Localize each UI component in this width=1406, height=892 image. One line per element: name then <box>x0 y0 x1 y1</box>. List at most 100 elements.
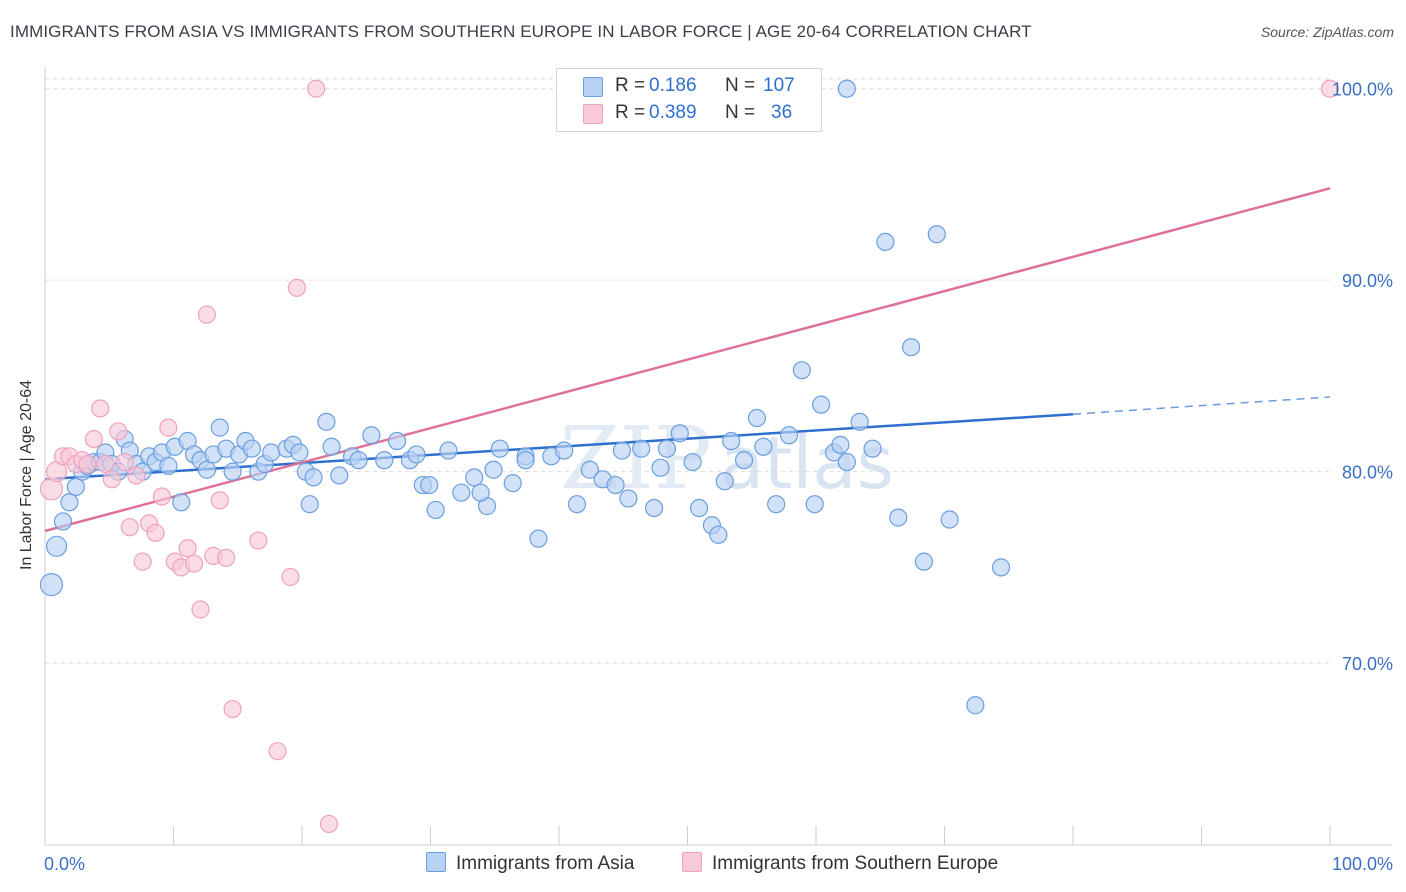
asia-point <box>290 443 309 462</box>
southern-europe-point <box>287 278 306 297</box>
asia-point <box>484 460 503 479</box>
asia-point <box>619 489 638 508</box>
asia-point <box>689 498 709 518</box>
asia-point <box>567 495 587 514</box>
southern-europe-point <box>217 548 236 567</box>
asia-point <box>657 439 677 458</box>
source-credit: Source: ZipAtlas.com <box>1260 24 1394 40</box>
asia-point <box>670 424 689 443</box>
legend-row-southern-europe: R = 0.389 N = 36 <box>583 102 813 126</box>
asia-point <box>53 512 73 531</box>
asia-point <box>471 483 490 502</box>
asia-legend-label: Immigrants from Asia <box>456 853 635 874</box>
southern-europe-point <box>78 454 97 474</box>
asia-point <box>754 437 773 456</box>
asia-point <box>632 439 651 458</box>
legend-n-label: N = <box>725 102 756 123</box>
asia-point <box>262 443 281 462</box>
asia-point <box>991 558 1011 577</box>
southern-europe-point <box>109 422 128 441</box>
asia-point <box>300 495 319 514</box>
bottom-legend-asia: Immigrants from Asia <box>426 852 634 875</box>
southern-europe-swatch <box>583 104 603 124</box>
asia-point <box>330 466 349 485</box>
asia-point <box>715 472 734 491</box>
asia-point <box>242 439 261 458</box>
southern-europe-point <box>146 523 165 543</box>
asia-point <box>529 529 548 548</box>
legend-n-value: 36 <box>771 102 793 123</box>
asia-point <box>709 525 728 544</box>
southern-europe-point <box>268 742 287 761</box>
asia-point <box>651 458 670 477</box>
southern-europe-point <box>223 699 242 719</box>
asia-point <box>940 510 959 529</box>
axes <box>44 67 1392 846</box>
asia-point <box>850 412 869 431</box>
asia-trend-extension <box>1072 396 1331 415</box>
asia-point <box>426 500 445 520</box>
asia-point <box>831 435 850 454</box>
southern-europe-point <box>319 814 339 834</box>
southern-europe-point <box>102 470 121 489</box>
asia-point <box>304 468 323 487</box>
asia-point <box>322 437 341 456</box>
asia-point <box>439 441 458 460</box>
asia-point <box>197 460 217 479</box>
southern-europe-point <box>281 567 300 587</box>
asia-point <box>876 232 895 251</box>
southern-europe-point <box>307 79 326 98</box>
legend-row-asia: R = 0.186 N = 107 <box>583 75 813 99</box>
asia-point <box>837 79 856 98</box>
asia-point <box>172 493 191 512</box>
y-tick-label: 90.0% <box>1342 271 1393 291</box>
asia-point <box>779 426 799 445</box>
asia-point <box>452 483 471 502</box>
southern-europe-point <box>96 454 115 474</box>
southern-europe-point <box>127 466 146 485</box>
stats-legend: R = 0.186 N = 107 R = 0.389 N = 36 <box>556 68 822 132</box>
asia-point <box>362 426 381 445</box>
asia-point <box>889 508 908 527</box>
asia-point <box>555 441 574 460</box>
bottom-legend-southern-europe: Immigrants from Southern Europe <box>682 852 998 875</box>
asia-point <box>901 338 921 357</box>
asia-point <box>767 495 786 514</box>
southern-europe-point <box>84 429 103 449</box>
asia-point <box>863 439 882 458</box>
southern-europe-point <box>152 487 172 506</box>
asia-point <box>837 452 856 472</box>
asia-swatch <box>583 77 603 97</box>
southern-europe-point <box>91 399 110 418</box>
asia-point <box>734 451 754 470</box>
asia-point <box>612 441 632 460</box>
data-points <box>39 79 1340 834</box>
legend-r-value: 0.186 <box>649 75 697 96</box>
y-tick-label: 80.0% <box>1342 463 1393 483</box>
southern-europe-point <box>1320 79 1340 98</box>
asia-point <box>223 462 242 481</box>
southern-europe-point <box>115 452 134 472</box>
x-tick-label: 100.0% <box>1332 854 1393 874</box>
legend-r-value: 0.389 <box>649 102 697 123</box>
asia-point <box>516 451 535 470</box>
asia-point <box>45 535 68 557</box>
asia-point <box>387 431 407 451</box>
asia-point <box>722 431 741 451</box>
southern-europe-point <box>210 491 229 510</box>
asia-point <box>349 451 368 470</box>
asia-legend-swatch <box>426 852 446 872</box>
asia-point <box>60 493 79 512</box>
y-tick-label: 70.0% <box>1342 654 1393 674</box>
x-tick-label: 0.0% <box>44 854 85 874</box>
southern-europe-point <box>159 418 178 437</box>
asia-point <box>914 552 934 571</box>
tick-labels: 70.0% 80.0% 90.0% 100.0% 0.0% 100.0% <box>44 80 1393 874</box>
chart-title: IMMIGRANTS FROM ASIA VS IMMIGRANTS FROM … <box>10 22 1032 41</box>
asia-point <box>159 456 178 476</box>
asia-point <box>606 475 625 495</box>
southern-europe-point <box>133 552 152 571</box>
asia-point <box>966 696 985 715</box>
legend-r-label: R = <box>615 75 646 96</box>
